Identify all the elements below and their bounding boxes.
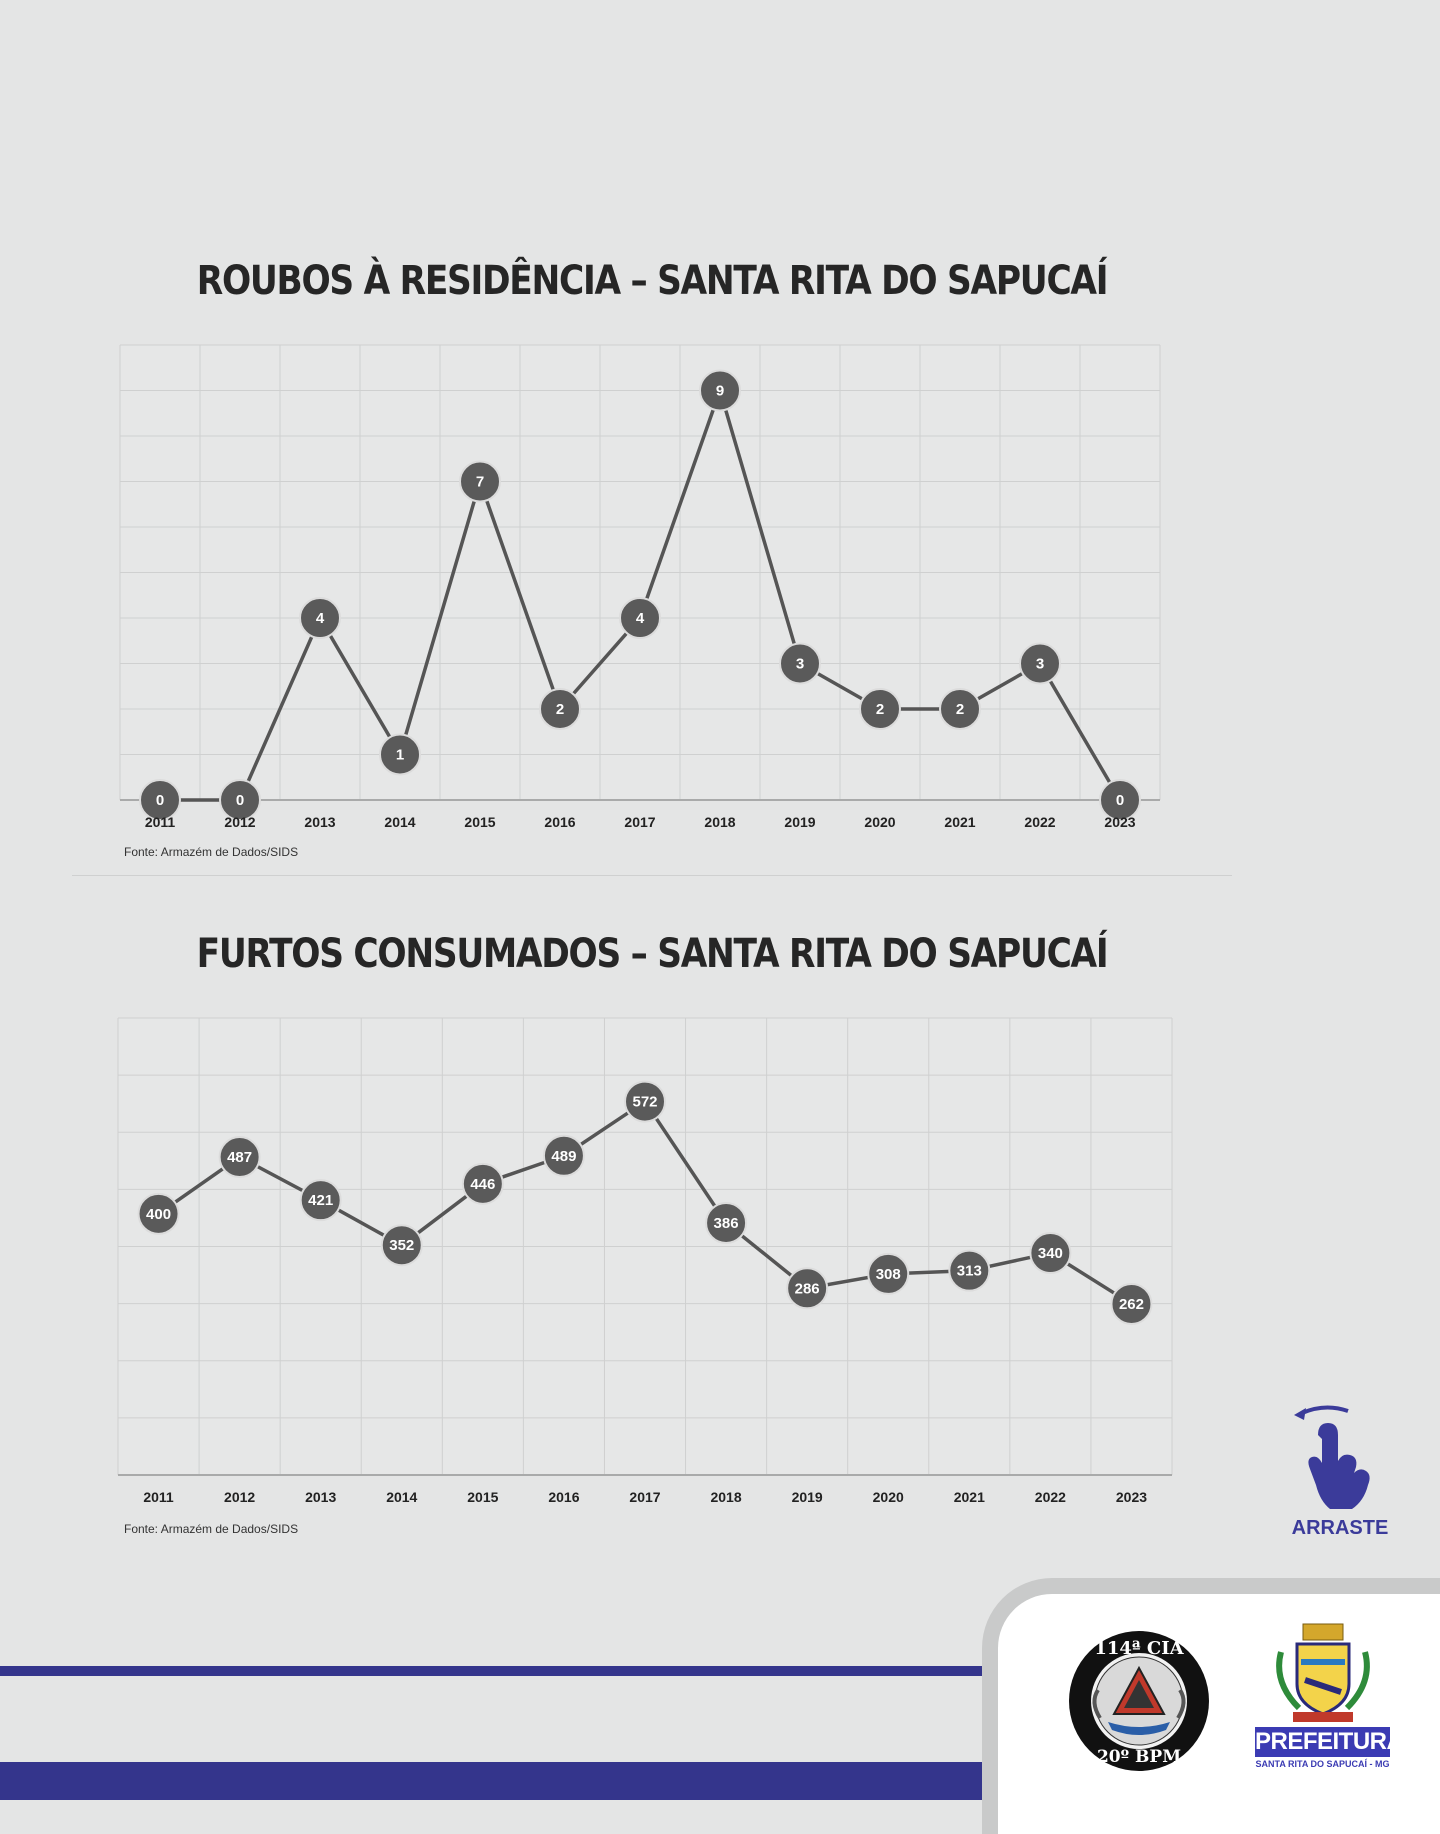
data-label: 4 — [316, 610, 325, 627]
data-label: 308 — [876, 1266, 901, 1283]
x-tick-label: 2019 — [792, 1489, 823, 1505]
x-tick-label: 2018 — [710, 1489, 741, 1505]
data-label: 9 — [716, 383, 724, 400]
x-tick-label: 2016 — [548, 1489, 579, 1505]
x-tick-label: 2020 — [873, 1489, 904, 1505]
data-point — [459, 460, 501, 503]
x-tick-label: 2021 — [954, 1489, 985, 1505]
data-point — [542, 1134, 585, 1177]
data-label: 2 — [956, 701, 964, 718]
x-tick-label: 2017 — [629, 1489, 660, 1505]
x-tick-label: 2020 — [864, 814, 895, 830]
coat-of-arms-icon — [1276, 1623, 1370, 1722]
data-label: 386 — [714, 1215, 739, 1232]
data-label: 421 — [308, 1192, 333, 1209]
chart-panel-furtos: FURTOS CONSUMADOS – SANTA RITA DO SAPUCA… — [72, 895, 1232, 1560]
accent-stripe — [0, 1666, 1010, 1676]
chart-panel-roubos: ROUBOS À RESIDÊNCIA – SANTA RITA DO SAPU… — [72, 220, 1232, 876]
data-label: 3 — [1036, 656, 1044, 673]
x-tick-label: 2015 — [467, 1489, 498, 1505]
prefeitura-logo: PREFEITURA SANTA RITA DO SAPUCAÍ - MG — [1255, 1622, 1404, 1772]
prefeitura-city: SANTA RITA DO SAPUCAÍ - MG — [1255, 1759, 1390, 1769]
x-tick-label: 2013 — [304, 814, 335, 830]
prefeitura-word: PREFEITURA — [1255, 1727, 1404, 1757]
x-tick-label: 2022 — [1035, 1489, 1066, 1505]
chart-source: Fonte: Armazém de Dados/SIDS — [124, 845, 299, 859]
data-point — [1099, 779, 1141, 821]
data-point — [137, 1192, 180, 1235]
data-label: 340 — [1038, 1245, 1063, 1262]
x-tick-label: 2012 — [224, 1489, 255, 1505]
x-tick-label: 2014 — [386, 1489, 417, 1505]
x-tick-label: 2016 — [544, 814, 575, 830]
x-tick-label: 2023 — [1116, 1489, 1147, 1505]
data-point — [779, 642, 821, 685]
data-point — [218, 1136, 261, 1179]
x-tick-label: 2011 — [145, 814, 176, 830]
data-point — [859, 688, 901, 730]
data-label: 1 — [396, 747, 404, 764]
x-tick-label: 2012 — [224, 814, 255, 830]
x-tick-label: 2013 — [305, 1489, 336, 1505]
data-label: 0 — [236, 792, 244, 809]
chart-source: Fonte: Armazém de Dados/SIDS — [124, 1522, 299, 1536]
accent-stripe — [0, 1762, 1010, 1800]
data-point — [705, 1201, 748, 1244]
data-point — [139, 779, 181, 821]
x-tick-label: 2018 — [704, 814, 735, 830]
data-point — [219, 779, 261, 821]
data-point — [939, 688, 981, 730]
x-tick-label: 2021 — [944, 814, 975, 830]
data-label: 489 — [551, 1148, 576, 1165]
x-tick-label: 2015 — [464, 814, 495, 830]
chart-title: FURTOS CONSUMADOS – SANTA RITA DO SAPUCA… — [196, 931, 1109, 977]
x-tick-label: 2019 — [784, 814, 815, 830]
data-point — [867, 1252, 910, 1295]
data-label: 400 — [146, 1206, 171, 1223]
data-label: 313 — [957, 1263, 982, 1280]
line-chart-furtos: 400 487 421 352 446 489 572 386 286 308 313 340 262 2… — [117, 1017, 1173, 1505]
data-label: 2 — [556, 701, 564, 718]
data-point — [699, 369, 741, 412]
swipe-hand-icon — [1294, 1405, 1370, 1509]
data-label: 4 — [636, 610, 645, 627]
data-point — [461, 1162, 504, 1205]
data-point — [539, 688, 581, 730]
cia-badge-logo: 114ª CIA 20º BPM — [1068, 1630, 1210, 1772]
x-tick-label: 2014 — [384, 814, 415, 830]
data-point — [1110, 1282, 1153, 1325]
data-point — [299, 1179, 342, 1222]
logo-footer — [982, 1578, 1440, 1834]
data-point — [379, 733, 421, 776]
data-point — [380, 1224, 423, 1267]
data-point — [299, 597, 341, 639]
x-tick-label: 2017 — [624, 814, 655, 830]
data-label: 572 — [632, 1094, 657, 1111]
data-label: 2 — [876, 701, 884, 718]
line-chart-roubos: 0 0 4 1 7 2 4 9 3 2 2 3 0 2011 2012 2013 2014 2015 2016 201… — [119, 344, 1161, 830]
data-point — [1019, 642, 1061, 685]
data-label: 7 — [476, 474, 484, 491]
data-label: 3 — [796, 656, 804, 673]
data-label: 352 — [389, 1237, 414, 1254]
x-tick-label: 2022 — [1024, 814, 1055, 830]
data-label: 262 — [1119, 1296, 1144, 1313]
x-tick-label: 2023 — [1104, 814, 1135, 830]
data-point — [624, 1080, 666, 1123]
cia-bottom-text: 20º BPM — [1097, 1747, 1181, 1767]
data-point — [619, 597, 661, 639]
swipe-hint[interactable]: ARRASTE — [1280, 1405, 1400, 1545]
x-tick-label: 2011 — [143, 1489, 174, 1505]
chart-title: ROUBOS À RESIDÊNCIA – SANTA RITA DO SAPU… — [196, 258, 1109, 304]
data-label: 487 — [227, 1149, 252, 1166]
data-label: 286 — [795, 1280, 820, 1297]
data-point — [786, 1267, 829, 1310]
data-label: 0 — [156, 792, 164, 809]
data-label: 446 — [470, 1176, 495, 1193]
swipe-label: ARRASTE — [1291, 1517, 1389, 1539]
cia-top-text: 114ª CIA — [1094, 1638, 1184, 1659]
data-point — [1029, 1232, 1072, 1275]
data-point — [948, 1249, 991, 1292]
data-label: 0 — [1116, 792, 1124, 809]
